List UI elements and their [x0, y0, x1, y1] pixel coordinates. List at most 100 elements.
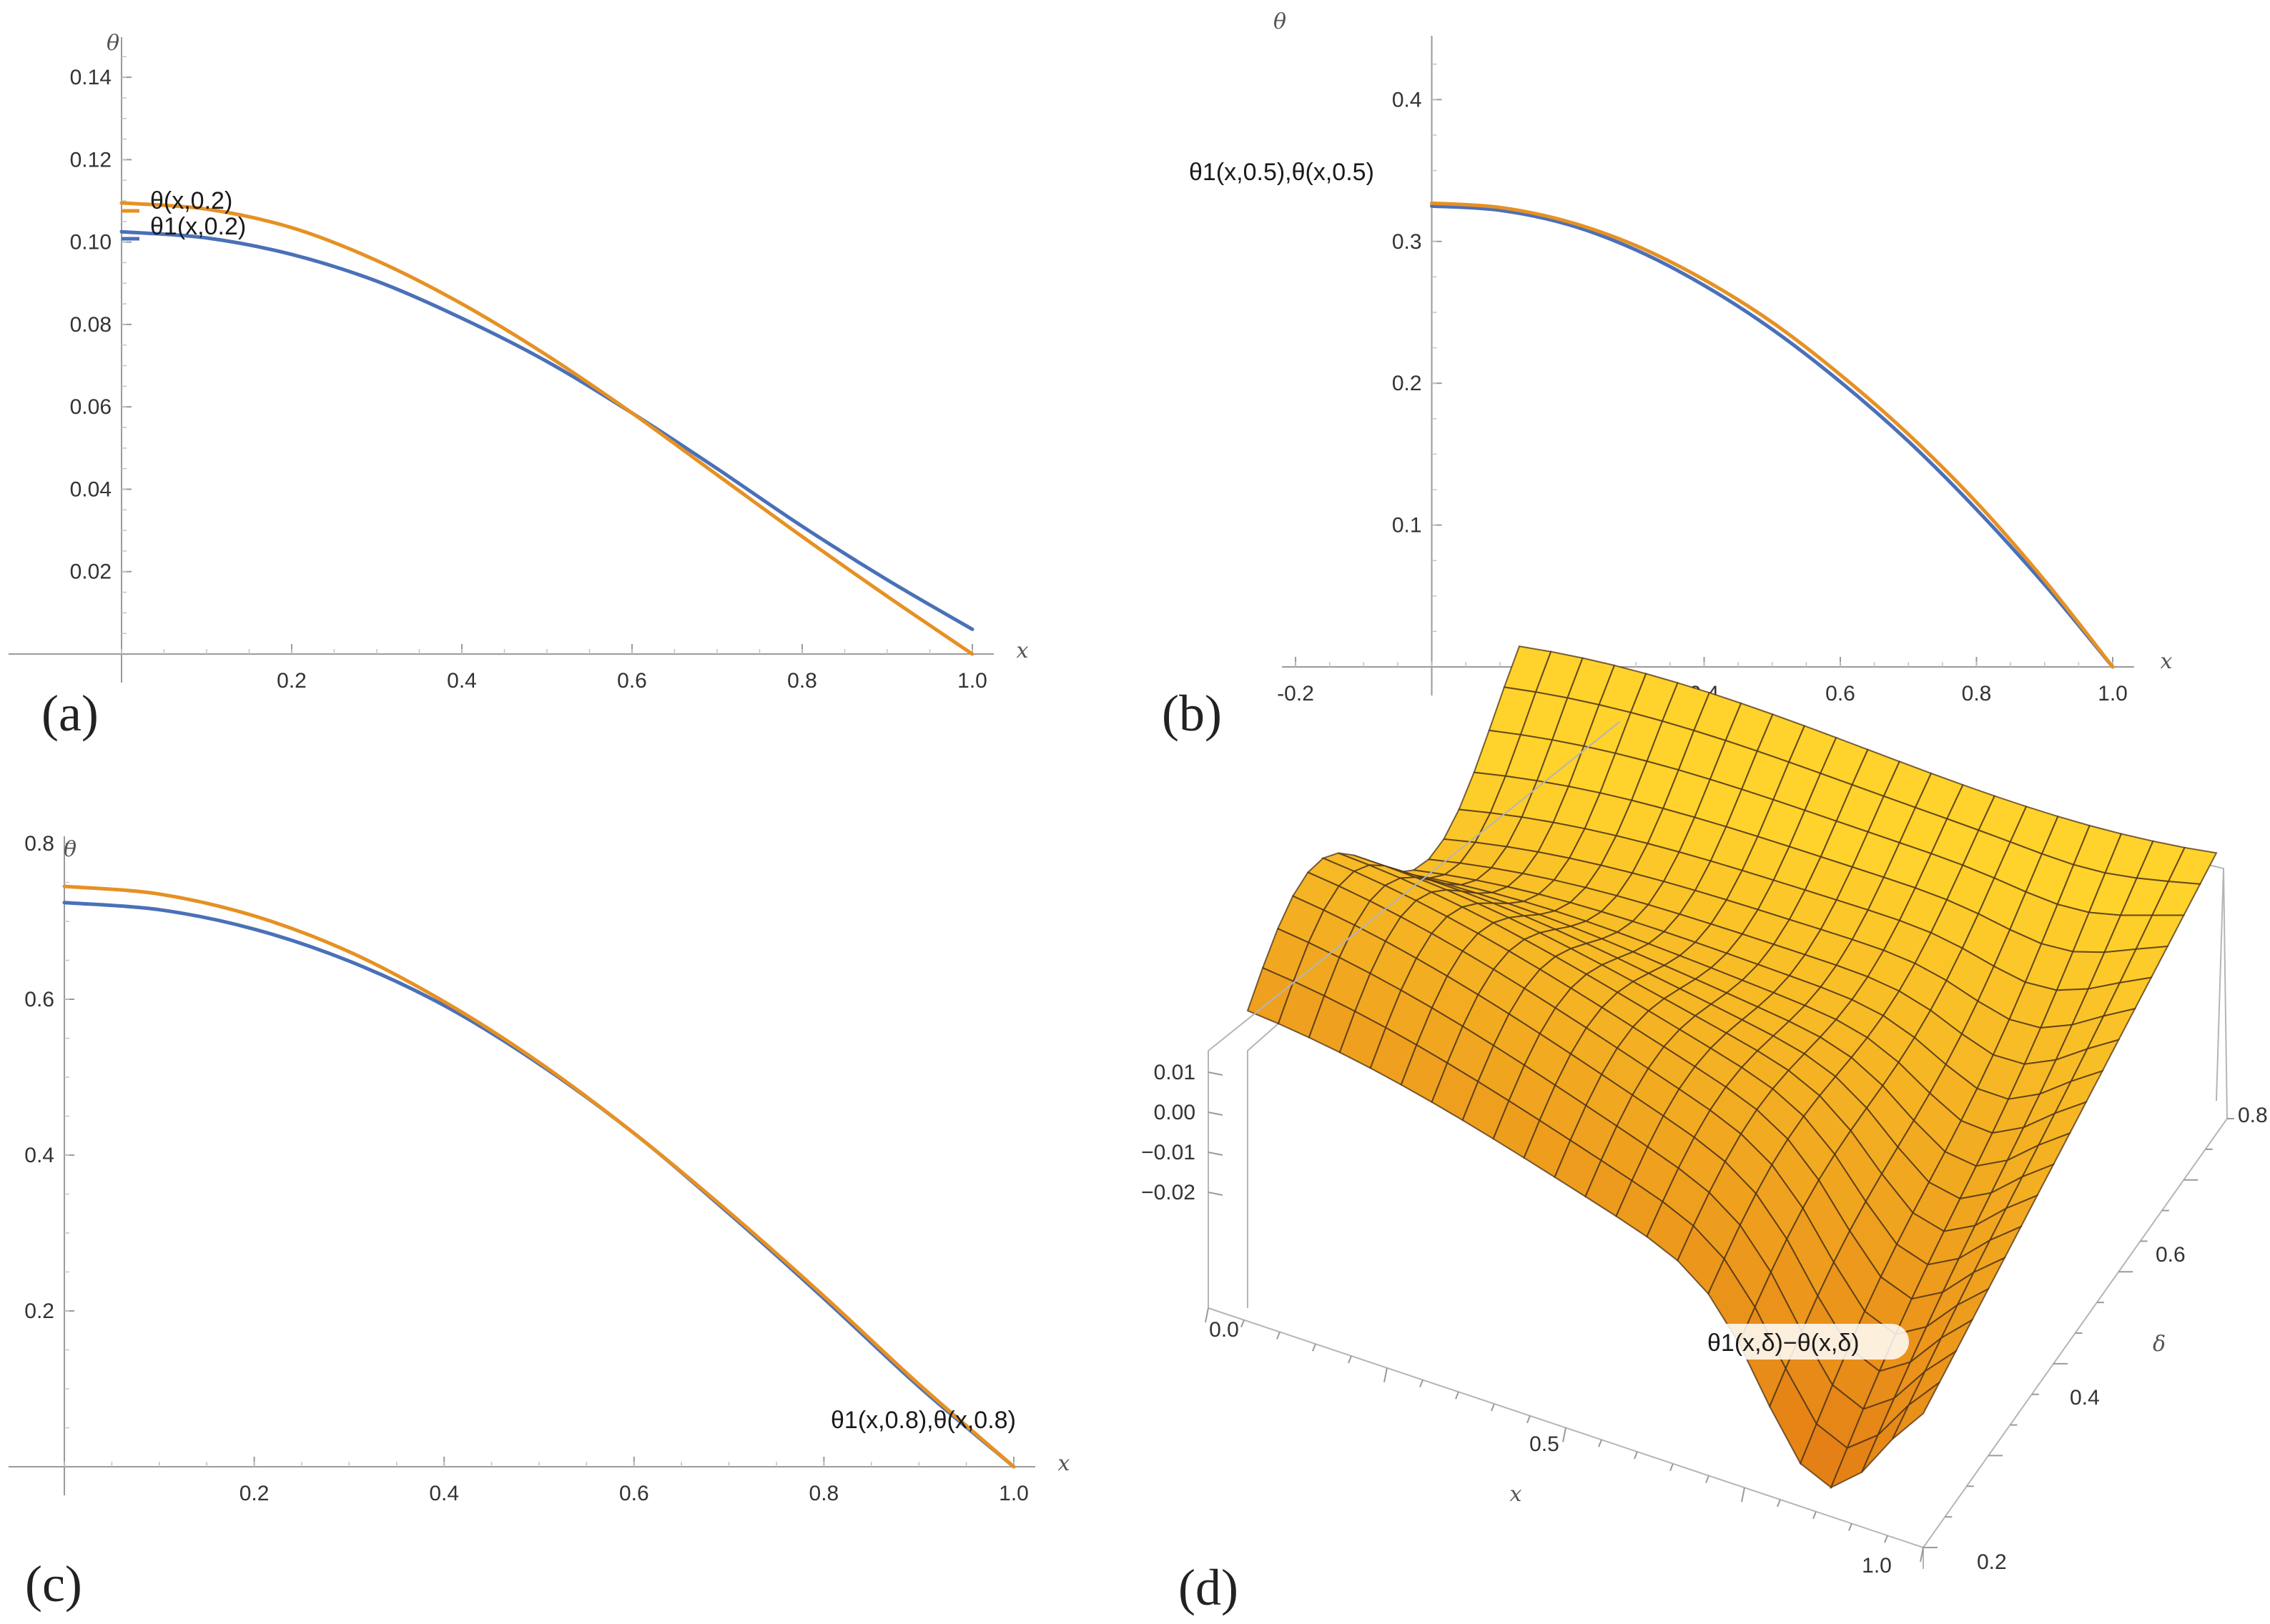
panel-d-x-tick — [1205, 1307, 1209, 1323]
panel-b-ticks: -0.20.20.40.60.81.00.10.20.30.4 — [1277, 64, 2128, 705]
panel-c-tag: (c) — [25, 1555, 82, 1613]
panel-c-x-axis-label: x — [1058, 1451, 1070, 1476]
panel-d-x-tick — [1669, 1463, 1674, 1472]
panel-d-x-tick — [1312, 1343, 1316, 1352]
panel-a-x-axis-label: x — [1017, 638, 1029, 663]
panel-d-box-top-left — [1208, 721, 1620, 1051]
panel-a-y-axis-label: θ — [107, 31, 119, 56]
panel-a-y-tick-label: 0.12 — [70, 148, 112, 172]
panel-c-series-theta — [62, 884, 1016, 1469]
panel-d-x-tick — [1455, 1391, 1459, 1400]
panel-d-x-tick — [1419, 1380, 1423, 1387]
panel-d-x-tick-label: 0.0 — [1209, 1318, 1239, 1342]
panel-d-surface-label: θ1(x,δ)−θ(x,δ) — [1700, 1324, 1909, 1360]
panel-d-x-tick — [1777, 1499, 1781, 1507]
panel-d-x-tick-label: 1.0 — [1862, 1554, 1892, 1578]
panel-d-x-tick — [1634, 1451, 1638, 1460]
panel-d-x-tick — [1491, 1403, 1495, 1412]
panel-a-y-tick-label: 0.06 — [70, 395, 112, 419]
panel-c-ticks: 0.2 0.4 0.6 0.8 1.0 0.2 0.4 0.6 0.8 — [24, 832, 1029, 1505]
panel-d-x-tick — [1348, 1355, 1352, 1364]
panel-c-series — [62, 884, 1016, 1469]
panel-a-y-tick-label: 0.08 — [70, 313, 112, 337]
panel-b-line-chart: -0.20.20.40.60.81.00.10.20.30.4 θ x θ1(x… — [1162, 9, 2173, 742]
panel-b-y-axis-label: θ — [1273, 9, 1286, 34]
panel-d-delta-tick-label: 0.6 — [2156, 1243, 2186, 1267]
panel-c-y-tick-label: 0.4 — [24, 1144, 54, 1167]
panel-c-y-axis-label: θ — [64, 837, 77, 862]
panel-a-y-tick-label: 0.10 — [70, 231, 112, 254]
panel-d-x-tick — [1598, 1439, 1602, 1447]
panel-d-x-tick-label: 0.5 — [1529, 1432, 1559, 1456]
panel-a-y-tick-label: 0.14 — [70, 66, 112, 89]
panel-c-x-tick-label: 0.2 — [240, 1482, 270, 1505]
panel-a-x-tick-label: 0.6 — [617, 669, 647, 693]
panel-d-z-tick-label: 0.01 — [1154, 1061, 1195, 1084]
panel-d-x-tick — [1812, 1511, 1817, 1520]
panel-c-y-tick-label: 0.2 — [24, 1299, 54, 1323]
panel-a-y-tick-label: 0.04 — [70, 477, 112, 501]
panel-c-x-tick-label: 1.0 — [999, 1482, 1029, 1505]
panel-b-y-tick-label: 0.1 — [1392, 514, 1422, 538]
panel-c-x-tick-label: 0.6 — [619, 1482, 649, 1505]
panel-a-axes — [9, 37, 994, 683]
panel-d-x-tick — [1526, 1415, 1531, 1424]
panel-d-x-tick — [1848, 1523, 1852, 1531]
panel-b-x-tick-label: 0.6 — [1825, 682, 1855, 705]
panel-d-surface-label-backdrop — [1700, 1324, 1909, 1360]
panel-d-delta-tick-label: 0.8 — [2238, 1104, 2268, 1127]
panel-a-tag: (a) — [41, 685, 99, 742]
panel-b-y-tick-label: 0.4 — [1392, 88, 1422, 112]
panel-a-legend-theta1: θ1(x,0.2) — [150, 213, 246, 240]
panel-d-z-tick-label: 0.00 — [1154, 1101, 1195, 1124]
panel-d-x-tick — [1920, 1547, 1924, 1563]
panel-d-x-tick — [1705, 1475, 1709, 1483]
panel-c-y-tick-label: 0.8 — [24, 832, 54, 856]
panel-d-x-tick — [1383, 1367, 1388, 1382]
panel-b-series — [1430, 201, 2115, 669]
panel-a-ticks: 0.2 0.4 0.6 0.8 1.0 0.02 0.04 0.06 0.08 0.10 0.12 0… — [70, 56, 987, 693]
panel-d-x-axis-label: x — [1510, 1482, 1522, 1507]
panel-a-legend-theta: θ(x,0.2) — [150, 187, 232, 214]
panel-d-surface — [1246, 645, 2218, 1490]
panel-a-x-tick-label: 0.8 — [787, 669, 817, 693]
panel-d-ticks: 0.01 0.00 −0.01 −0.02 0.0 0.5 1.0 0.2 0.4 0.6 0.8 — [1141, 1061, 2268, 1578]
panel-d-x-tick — [1276, 1332, 1280, 1340]
panel-c-x-tick-label: 0.8 — [809, 1482, 839, 1505]
panel-b-x-axis-label: x — [2161, 649, 2173, 674]
panel-d-x-tick — [1741, 1487, 1745, 1502]
panel-d-x-tick — [1884, 1535, 1888, 1543]
panel-c-x-tick-label: 0.4 — [429, 1482, 459, 1505]
panel-d-tag: (d) — [1178, 1559, 1238, 1616]
panel-d-z-tick — [1208, 1192, 1223, 1196]
panel-d-z-tick-label: −0.02 — [1141, 1181, 1195, 1204]
panel-d-delta-axis-label: δ — [2153, 1332, 2166, 1357]
panel-b-series-theta — [1430, 201, 2115, 669]
panel-d-z-tick — [1208, 1152, 1223, 1156]
panel-d-delta-tick-label: 0.4 — [2070, 1386, 2100, 1410]
panel-b-curve-label: θ1(x,0.5),θ(x,0.5) — [1189, 159, 1374, 186]
panel-a-line-chart: 0.2 0.4 0.6 0.8 1.0 0.02 0.04 0.06 0.08 0.10 0.12 0… — [9, 31, 1029, 742]
panel-a-x-tick-label: 0.2 — [277, 669, 307, 693]
panel-a-series-theta — [119, 201, 974, 656]
panel-c-curve-label: θ1(x,0.8),θ(x,0.8) — [831, 1407, 1016, 1434]
panel-d-z-tick — [1208, 1071, 1223, 1076]
panel-d-x-tick — [1562, 1427, 1566, 1442]
panel-d-z-tick — [1208, 1111, 1223, 1116]
panel-b-axes — [1282, 36, 2134, 695]
panel-b-series-theta1 — [1430, 204, 2115, 669]
panel-d-surface-plot: 0.010.00−0.01−0.020.00.51.0 0.20.40.60.8 … — [1141, 645, 2268, 1616]
panel-d-x-tick — [1240, 1320, 1245, 1328]
panel-c-y-tick-label: 0.6 — [24, 988, 54, 1011]
panel-c-axes — [9, 836, 1035, 1495]
panel-b-y-tick-label: 0.3 — [1392, 230, 1422, 254]
panel-a-x-tick-label: 1.0 — [957, 669, 987, 693]
panel-c-line-chart: 0.2 0.4 0.6 0.8 1.0 0.2 0.4 0.6 0.8 θ x θ1(x,0.8… — [9, 832, 1070, 1613]
panel-d-surface-label-text: θ1(x,δ)−θ(x,δ) — [1707, 1330, 1860, 1357]
panel-d-z-tick-label: −0.01 — [1141, 1141, 1195, 1164]
panel-d-delta-tick-label: 0.2 — [1977, 1550, 2007, 1574]
panel-a-y-tick-label: 0.02 — [70, 560, 112, 584]
panel-a-series-theta1 — [119, 229, 974, 631]
panel-a-series — [119, 201, 974, 656]
